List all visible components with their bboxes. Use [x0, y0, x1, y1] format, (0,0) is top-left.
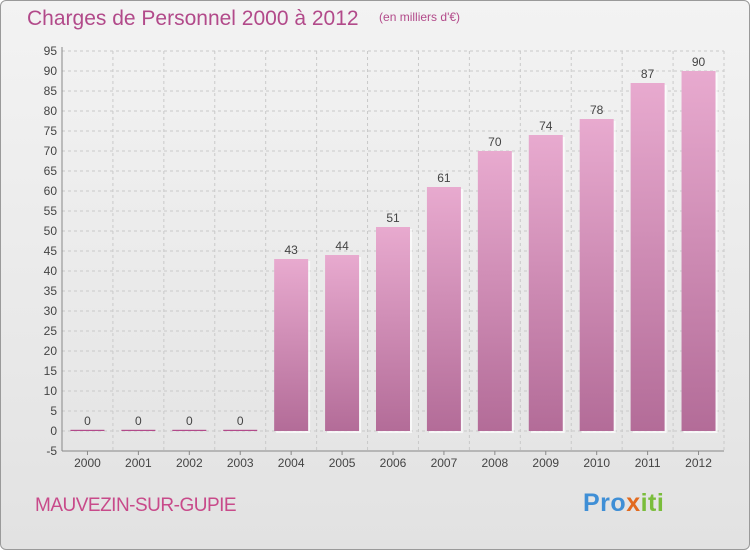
bar: [681, 71, 716, 431]
bar: [172, 429, 207, 431]
logo-part-pro: Pro: [583, 489, 627, 517]
bar-value-label: 51: [386, 211, 400, 225]
bar: [426, 187, 461, 431]
x-tick-label: 2012: [685, 456, 712, 470]
bar: [70, 429, 105, 431]
chart-subtitle: (en milliers d'€): [379, 10, 461, 24]
bar: [477, 151, 512, 431]
bar-value-label: 0: [186, 414, 193, 428]
y-tick-label: 35: [44, 284, 58, 298]
y-tick-label: 80: [44, 104, 58, 118]
bar: [121, 429, 156, 431]
y-tick-label: -5: [46, 444, 57, 458]
bar-value-label: 70: [488, 135, 502, 149]
bar-value-label: 74: [539, 119, 553, 133]
bar-value-label: 0: [237, 414, 244, 428]
x-tick-label: 2000: [74, 456, 101, 470]
bar-value-label: 43: [284, 243, 298, 257]
bar: [325, 255, 360, 431]
y-tick-label: 45: [44, 244, 58, 258]
bar: [630, 83, 665, 431]
bar-value-label: 0: [135, 414, 142, 428]
y-tick-label: 15: [44, 364, 58, 378]
x-tick-label: 2009: [532, 456, 559, 470]
y-tick-label: 65: [44, 164, 58, 178]
y-tick-label: 50: [44, 224, 58, 238]
y-tick-label: 60: [44, 184, 58, 198]
bar-value-label: 78: [590, 103, 604, 117]
y-tick-label: 85: [44, 84, 58, 98]
x-tick-label: 2005: [329, 456, 356, 470]
x-tick-label: 2001: [125, 456, 152, 470]
y-tick-label: 0: [50, 424, 57, 438]
logo-part-iti: iti: [640, 489, 665, 517]
x-tick-label: 2002: [176, 456, 203, 470]
bar-value-label: 44: [335, 239, 349, 253]
chart-title: Charges de Personnel 2000 à 2012: [27, 7, 359, 30]
x-tick-label: 2010: [583, 456, 610, 470]
y-tick-label: 55: [44, 204, 58, 218]
x-tick-label: 2008: [481, 456, 508, 470]
y-tick-label: 40: [44, 264, 58, 278]
commune-name: MAUVEZIN-SUR-GUPIE: [35, 495, 237, 516]
y-tick-label: 25: [44, 324, 58, 338]
y-tick-label: 75: [44, 124, 58, 138]
y-tick-label: 5: [50, 404, 57, 418]
logo-part-x: x: [626, 489, 641, 517]
x-tick-label: 2003: [227, 456, 254, 470]
bar-value-label: 90: [692, 55, 706, 69]
x-tick-label: 2006: [380, 456, 407, 470]
x-tick-label: 2011: [635, 456, 661, 470]
bar: [579, 119, 614, 431]
title-row: Charges de Personnel 2000 à 2012 (en mil…: [27, 7, 460, 31]
bar: [274, 259, 309, 431]
y-tick-label: 95: [44, 44, 58, 58]
y-tick-label: 10: [44, 384, 58, 398]
bar: [376, 227, 410, 431]
x-tick-label: 2004: [278, 456, 305, 470]
bar-value-label: 61: [437, 171, 451, 185]
proxiti-logo[interactable]: Proxiti: [583, 489, 664, 518]
y-tick-label: 20: [44, 344, 58, 358]
bar-value-label: 87: [641, 67, 655, 81]
x-tick-label: 2007: [431, 456, 458, 470]
y-tick-label: 90: [44, 64, 58, 78]
y-tick-label: 30: [44, 304, 58, 318]
y-tick-label: 70: [44, 144, 58, 158]
bar: [223, 429, 258, 431]
bar: [528, 135, 563, 431]
bar-value-label: 0: [84, 414, 91, 428]
